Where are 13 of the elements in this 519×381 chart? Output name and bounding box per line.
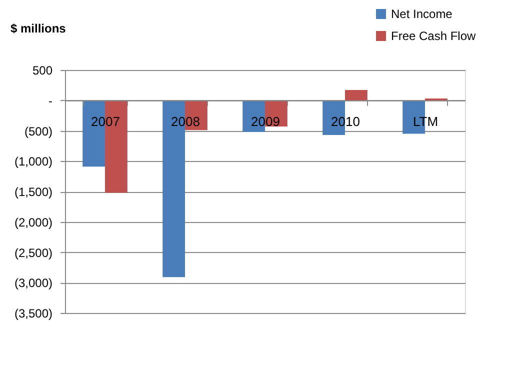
bar bbox=[345, 90, 368, 100]
y-tick-label: (1,500) bbox=[14, 185, 52, 199]
y-tick-label: (1,000) bbox=[14, 154, 52, 169]
y-tick-label: (500) bbox=[24, 124, 52, 138]
y-tick-label: (3,500) bbox=[14, 306, 52, 320]
y-tick-label: - bbox=[48, 94, 52, 108]
legend-label: Net Income bbox=[391, 7, 453, 21]
y-tick-label: (2,500) bbox=[14, 246, 52, 260]
y-tick-label: (3,000) bbox=[14, 276, 52, 290]
y-tick-label: (2,000) bbox=[14, 215, 52, 230]
y-axis-title: $ millions bbox=[10, 22, 66, 36]
legend-label: Free Cash Flow bbox=[391, 29, 476, 43]
y-tick-label: 500 bbox=[32, 64, 53, 78]
